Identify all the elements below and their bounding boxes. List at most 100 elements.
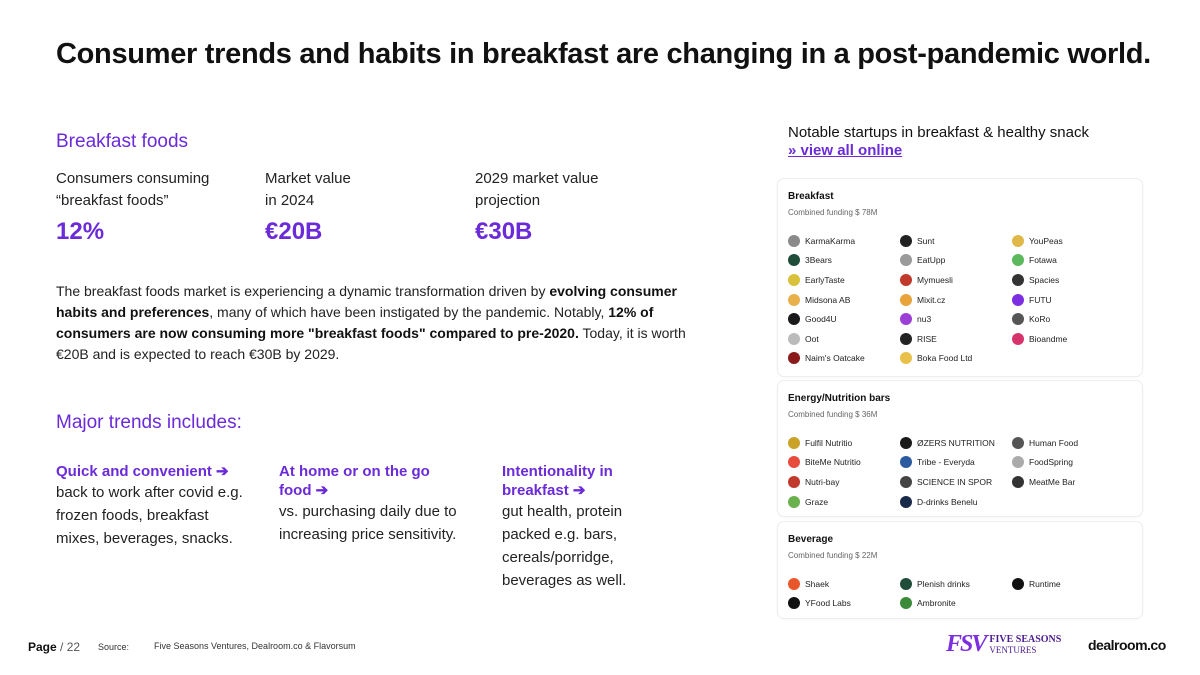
company-item[interactable]: Good4U [788,309,900,329]
company-item[interactable]: BiteMe Nutritio [788,453,900,473]
company-item[interactable]: EatUpp [900,251,1012,271]
page-title: Consumer trends and habits in breakfast … [56,38,1151,70]
company-item[interactable]: Bioandme [1012,329,1124,349]
company-item[interactable]: Tribe - Everyda [900,453,1012,473]
company-item[interactable]: Human Food [1012,433,1124,453]
company-item[interactable]: Spacies [1012,270,1124,290]
company-item[interactable]: Graze [788,492,900,512]
company-logo-icon [900,234,912,247]
company-logo-icon [1012,456,1024,469]
trend-item: At home or on the go food ➔ vs. purchasi… [279,462,459,546]
beverage-card: Beverage Combined funding $ 22M Shaek Ple… [778,522,1142,618]
company-name: Mymuesli [917,274,953,285]
notable-label: Notable startups in breakfast & healthy … [788,124,1089,141]
company-logo-icon [788,577,800,590]
company-item[interactable]: Boka Food Ltd [900,349,1012,369]
company-name: Spacies [1029,274,1060,285]
card-heading: Breakfast [788,191,834,202]
company-name: Plenish drinks [917,578,970,589]
company-name: EarlyTaste [805,274,845,285]
company-item[interactable]: Fotawa [1012,251,1124,271]
company-item[interactable]: KoRo [1012,309,1124,329]
company-item[interactable]: Fulfil Nutritio [788,433,900,453]
company-name: FoodSpring [1029,457,1073,468]
company-item[interactable]: FUTU [1012,290,1124,310]
company-item[interactable]: Naim's Oatcake [788,349,900,369]
company-logo-icon [900,273,912,286]
company-item[interactable]: Midsona AB [788,290,900,310]
company-item[interactable]: Shaek [788,574,900,594]
company-name: KoRo [1029,314,1051,325]
company-item[interactable]: Ambronite [900,594,1012,614]
company-logo-icon [900,597,912,610]
company-item[interactable]: D-drinks Benelu [900,492,1012,512]
card-funding: Combined funding $ 78M [788,208,878,217]
company-item[interactable]: Mymuesli [900,270,1012,290]
view-all-link[interactable]: » view all online [788,142,903,159]
company-logo-icon [788,313,800,326]
company-name: EatUpp [917,255,946,266]
company-name: Fotawa [1029,255,1057,266]
company-logo-icon [1012,234,1024,247]
company-name: KarmaKarma [805,235,856,246]
company-logo-icon [900,254,912,267]
five-seasons-logo: FSV FIVE SEASONS VENTURES [946,631,1061,658]
company-item[interactable]: YouPeas [1012,231,1124,251]
company-item[interactable]: Sunt [900,231,1012,251]
company-name: Bioandme [1029,333,1068,344]
fsv-wordmark: FIVE SEASONS VENTURES [989,634,1062,656]
company-item[interactable]: ØZERS NUTRITION [900,433,1012,453]
company-item[interactable]: nu3 [900,309,1012,329]
company-name: Graze [805,496,829,507]
trend-body: gut health, protein packed e.g. bars, ce… [502,503,627,589]
company-grid: Shaek Plenish drinks Runtime YFood Labs Ambr… [788,574,1132,613]
company-logo-icon [1012,475,1024,488]
company-logo-icon [1012,293,1024,306]
company-name: BiteMe Nutritio [805,457,861,468]
company-logo-icon [1012,313,1024,326]
company-name: Ambronite [917,598,956,609]
source-label: Source: [98,642,130,652]
breakfast-card: Breakfast Combined funding $ 78M KarmaKa… [778,179,1142,376]
company-item[interactable]: Runtime [1012,574,1124,594]
company-logo-icon [788,352,800,365]
company-item[interactable]: 3Bears [788,251,900,271]
company-logo-icon [1012,273,1024,286]
company-item[interactable]: SCIENCE IN SPOR [900,472,1012,492]
company-item[interactable]: Oot [788,329,900,349]
company-logo-icon [900,436,912,449]
trends-heading: Major trends includes: [56,412,242,433]
company-logo-icon [1012,577,1024,590]
company-logo-icon [788,436,800,449]
company-logo-icon [900,577,912,590]
stat-label: Consumers consuming “breakfast foods” [56,170,210,209]
company-logo-icon [900,475,912,488]
stat-value: €20B [265,218,323,245]
company-item[interactable]: EarlyTaste [788,270,900,290]
company-name: Runtime [1029,578,1061,589]
company-item[interactable]: Mixit.cz [900,290,1012,310]
company-logo-icon [900,332,912,345]
company-logo-icon [1012,254,1024,267]
company-grid: KarmaKarma Sunt YouPeas 3Bears EatUpp Fotawa E… [788,231,1132,368]
company-item[interactable]: MeatMe Bar [1012,472,1124,492]
company-logo-icon [788,273,800,286]
company-name: Naim's Oatcake [805,353,865,364]
company-logo-icon [788,475,800,488]
card-funding: Combined funding $ 36M [788,410,878,419]
company-item[interactable]: RISE [900,329,1012,349]
company-logo-icon [1012,436,1024,449]
company-item[interactable]: Plenish drinks [900,574,1012,594]
company-logo-icon [788,456,800,469]
company-name: Midsona AB [805,294,851,305]
stat-value: €30B [475,218,533,245]
stat-label: 2029 market value projection [475,170,599,209]
company-name: Sunt [917,235,935,246]
company-item[interactable]: FoodSpring [1012,453,1124,473]
trend-item: Quick and convenient ➔ back to work afte… [56,462,246,550]
dealroom-logo: dealroom.co [1088,637,1166,653]
company-item[interactable]: YFood Labs [788,594,900,614]
company-name: MeatMe Bar [1029,476,1076,487]
company-item[interactable]: Nutri-bay [788,472,900,492]
company-item[interactable]: KarmaKarma [788,231,900,251]
